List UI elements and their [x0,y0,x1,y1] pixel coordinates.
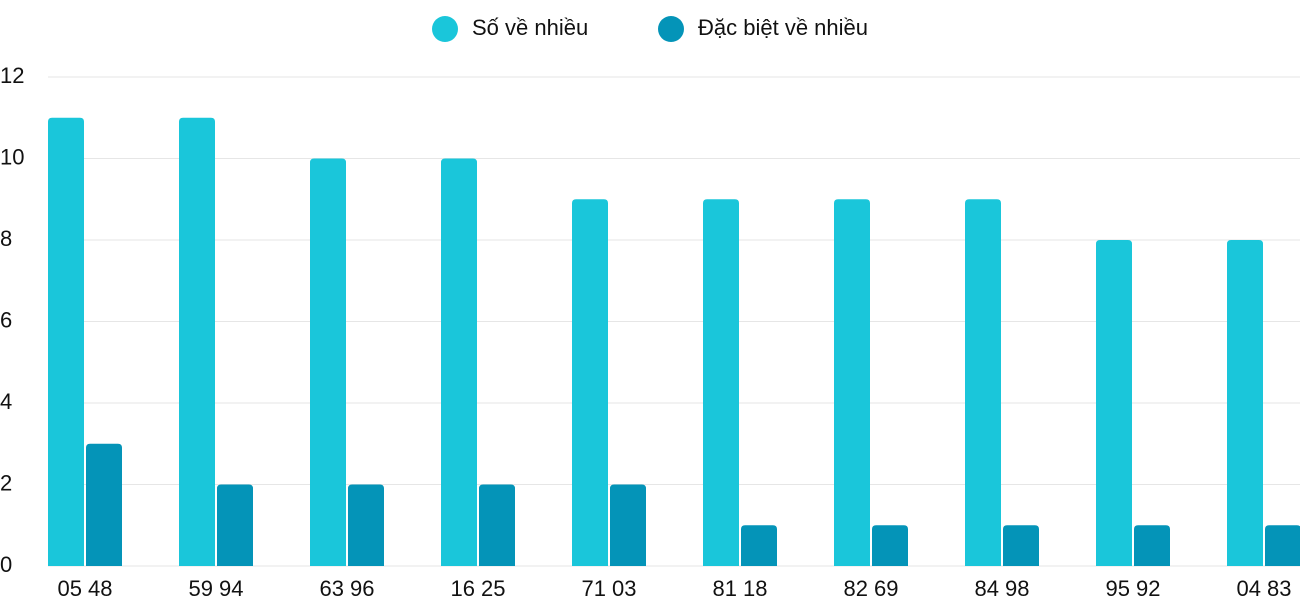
bar [86,443,122,566]
y-tick-label: 2 [0,470,12,495]
y-tick-label: 4 [0,389,12,414]
bar [1227,240,1263,566]
bar [1265,525,1300,566]
legend-marker [658,16,684,42]
bar [441,158,477,566]
bar [217,484,253,566]
y-tick-label: 10 [0,144,24,169]
bar [48,117,84,566]
bar [703,199,739,566]
bar [179,117,215,566]
bar [834,199,870,566]
legend-label: Đặc biệt về nhiều [698,15,868,40]
y-tick-label: 12 [0,63,24,88]
bar [572,199,608,566]
y-tick-label: 8 [0,226,12,251]
y-tick-label: 6 [0,307,12,332]
legend-marker [432,16,458,42]
y-tick-label: 0 [0,552,12,577]
bar [872,525,908,566]
bar [1096,240,1132,566]
legend-label: Số về nhiều [472,15,588,40]
bar [1134,525,1170,566]
x-tick-label: 59 94 [188,576,243,600]
bar [741,525,777,566]
x-tick-label: 16 25 [450,576,505,600]
bar [479,484,515,566]
x-tick-label: 84 98 [974,576,1029,600]
bar [310,158,346,566]
bar [348,484,384,566]
x-tick-label: 95 92 [1105,576,1160,600]
bar [1003,525,1039,566]
x-tick-label: 63 96 [319,576,374,600]
x-tick-label: 81 18 [712,576,767,600]
bar [965,199,1001,566]
x-tick-label: 05 48 [57,576,112,600]
x-tick-label: 71 03 [581,576,636,600]
x-tick-label: 04 83 [1236,576,1291,600]
bar [610,484,646,566]
x-tick-label: 82 69 [843,576,898,600]
